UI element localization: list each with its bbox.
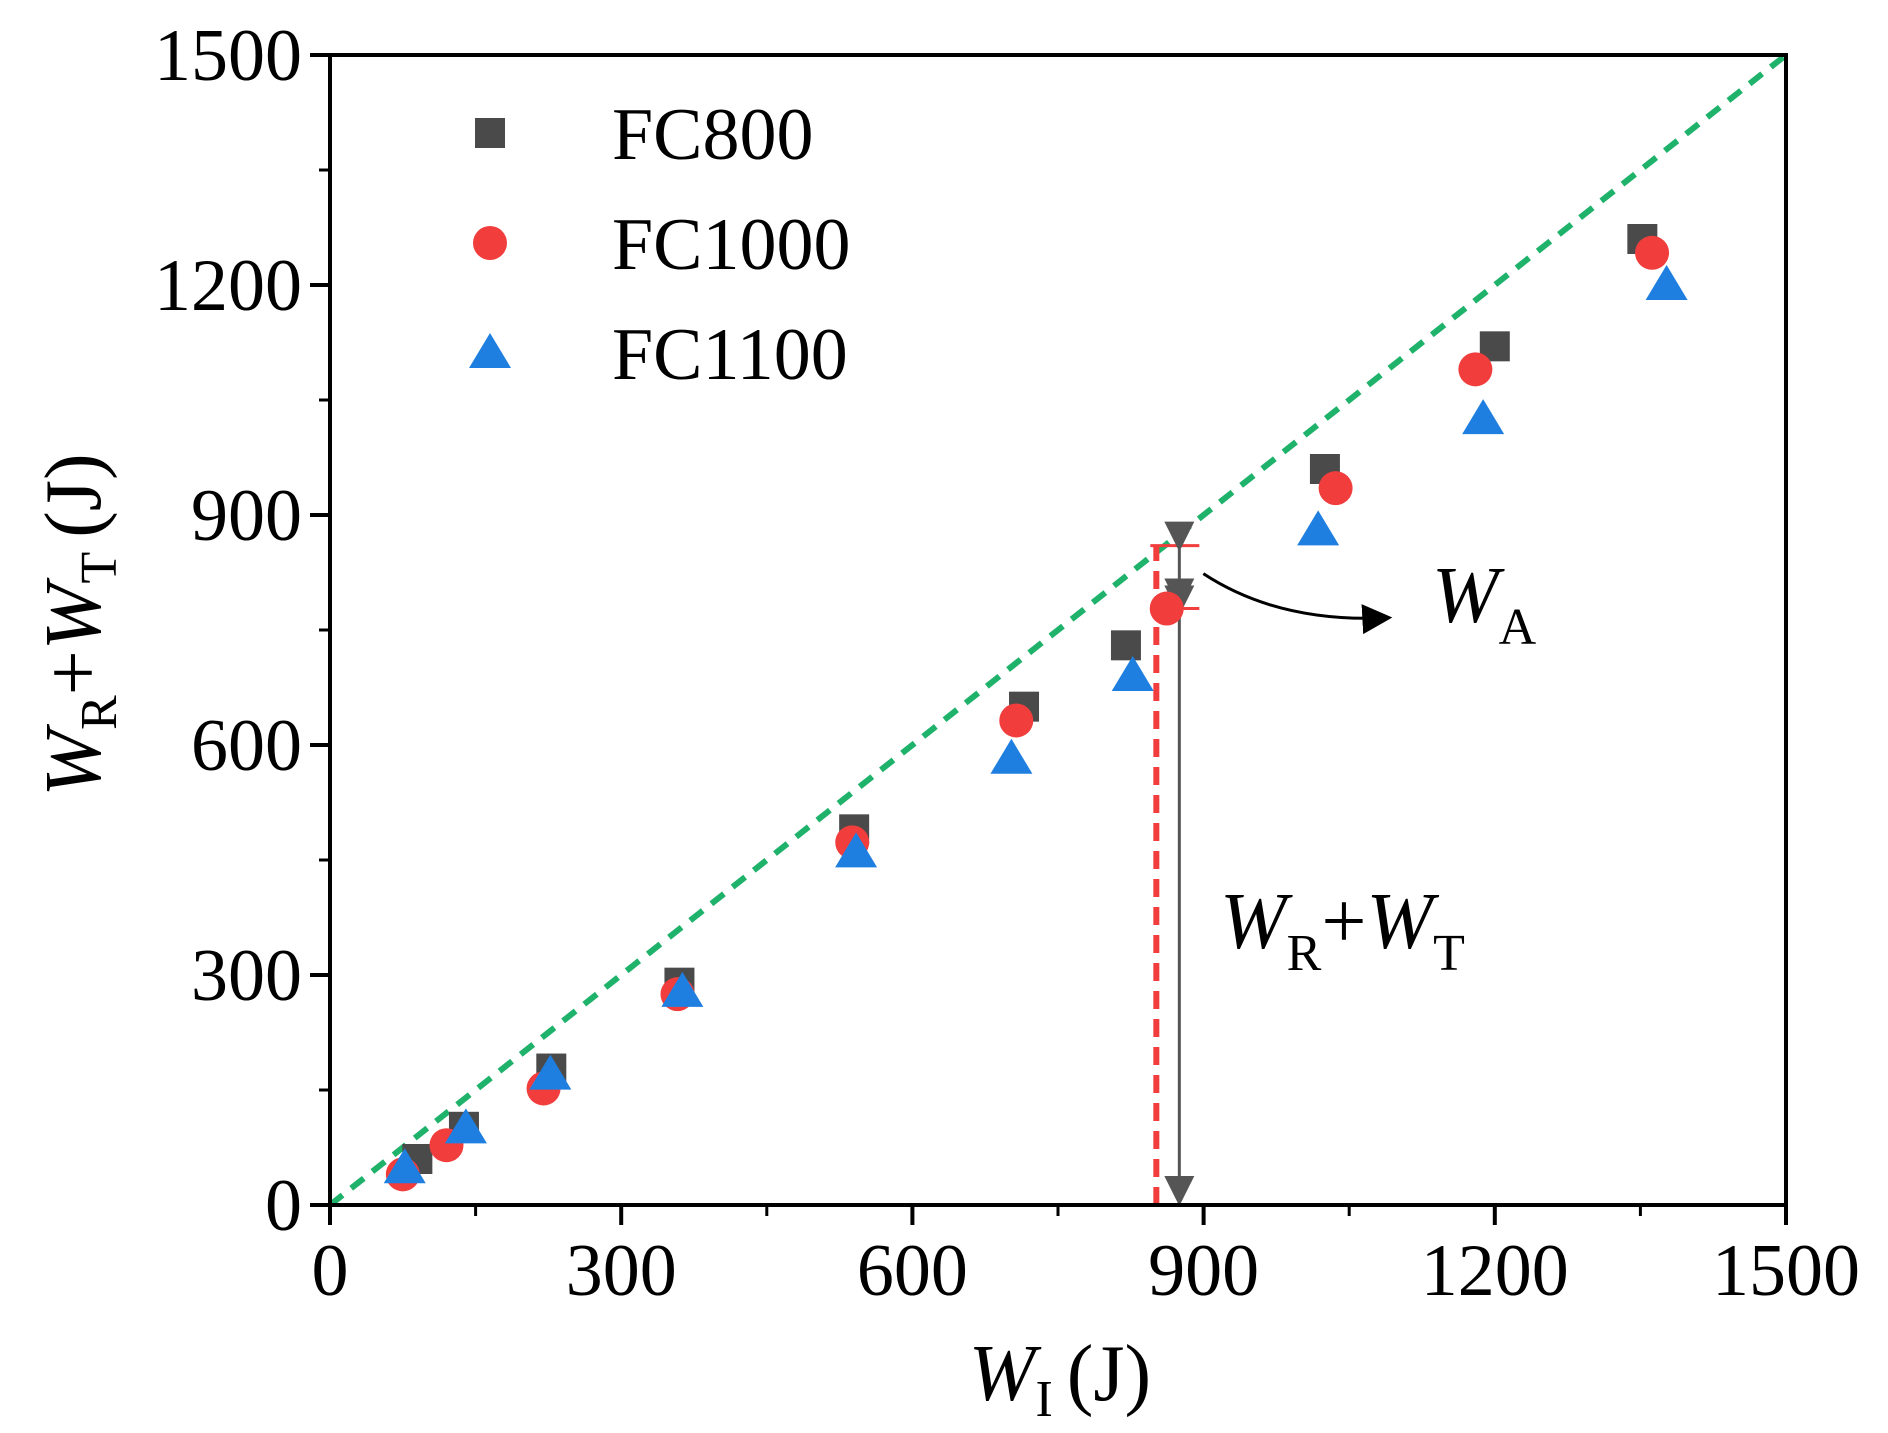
legend-label-fc800: FC800	[612, 94, 814, 176]
y-tick-label: 900	[191, 475, 302, 557]
x-tick-label: 300	[566, 1230, 677, 1312]
x-tick-label: 0	[312, 1230, 349, 1312]
y-axis-title: WR+WT(J)	[30, 453, 128, 796]
fc1100-point	[383, 1148, 426, 1184]
legend-label-fc1100: FC1100	[612, 314, 848, 396]
legend-label-fc1000: FC1000	[612, 204, 851, 286]
reference-line-layer	[328, 52, 1788, 1208]
legend-marker-fc800	[475, 118, 505, 148]
fc1000-point	[999, 703, 1034, 738]
fc1000-point	[1635, 235, 1670, 270]
x-tick-label: 600	[857, 1230, 968, 1312]
fc1100-point	[1297, 510, 1340, 546]
series-fc1000	[385, 235, 1670, 1192]
x-tick-label: 900	[1148, 1230, 1259, 1312]
fc1000-point	[1318, 471, 1353, 506]
y-tick-label: 1200	[154, 245, 302, 327]
legend: FC800 FC1000 FC1100	[469, 94, 851, 396]
x-tick-label: 1500	[1712, 1230, 1860, 1312]
sum-label: WR+WT	[1220, 878, 1465, 982]
fc1000-point	[1149, 591, 1184, 626]
wa-label: WA	[1432, 552, 1537, 656]
fc1100-point	[835, 832, 878, 868]
x-axis-title: WI (J)	[969, 1330, 1151, 1428]
fc1100-point	[1645, 265, 1688, 300]
fc1100-point	[990, 738, 1033, 774]
data-points-layer	[383, 224, 1688, 1192]
y-tick-label: 1500	[154, 15, 302, 97]
fc1100-point	[661, 971, 704, 1007]
series-fc1100	[383, 265, 1688, 1184]
fc1100-point	[529, 1054, 572, 1090]
wa-curved-arrow	[1202, 572, 1393, 635]
legend-marker-fc1100	[469, 333, 511, 368]
axis-ticks: 0 300 600 900 1200 1500 0 300 600 900 1200 1500	[154, 15, 1860, 1312]
fc1100-point	[1462, 399, 1505, 435]
y-tick-label: 0	[265, 1165, 302, 1247]
fc1100-point	[444, 1108, 487, 1144]
y-tick-label: 300	[191, 935, 302, 1017]
y-tick-label: 600	[191, 705, 302, 787]
fc1100-point	[1111, 656, 1154, 691]
reference-line-y-equals-x	[328, 52, 1788, 1208]
fc800-point	[1110, 630, 1141, 661]
legend-marker-fc1000	[473, 226, 507, 260]
annotation-layer	[1150, 521, 1393, 1206]
fc1000-point	[1458, 352, 1493, 387]
x-tick-label: 1200	[1421, 1230, 1569, 1312]
